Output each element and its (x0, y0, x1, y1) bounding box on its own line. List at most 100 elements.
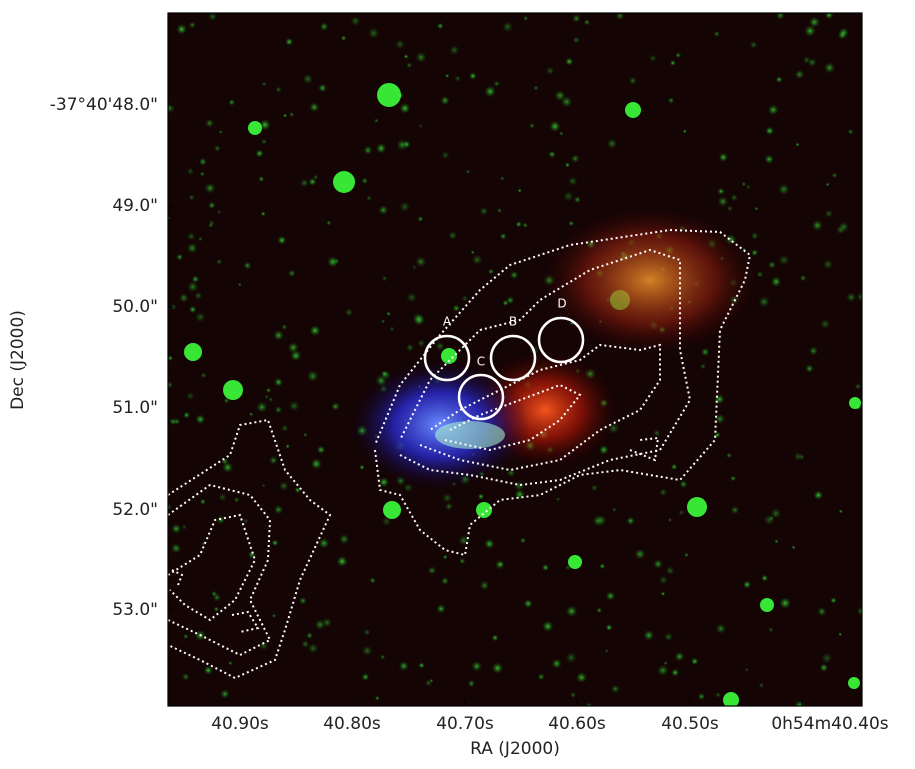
star (846, 292, 857, 303)
star (300, 178, 309, 188)
y-tick-label: 50.0" (112, 297, 158, 317)
star (340, 35, 347, 42)
star (610, 684, 620, 694)
star (381, 516, 392, 527)
star (802, 55, 811, 64)
star (444, 73, 450, 79)
star (412, 264, 417, 270)
star (208, 201, 216, 210)
star (663, 661, 668, 666)
star (173, 417, 181, 426)
star (714, 413, 726, 425)
star (176, 23, 188, 35)
star (767, 260, 777, 270)
star (568, 555, 582, 569)
star (493, 80, 501, 88)
star (452, 304, 461, 313)
star (198, 157, 207, 166)
star (363, 145, 373, 155)
star (261, 138, 267, 145)
star (585, 702, 593, 706)
star (856, 606, 862, 616)
star (186, 242, 198, 254)
star (248, 121, 262, 135)
star (471, 660, 483, 672)
star (281, 424, 289, 433)
star (301, 640, 310, 649)
star (402, 140, 411, 149)
star (816, 606, 827, 617)
star (741, 181, 747, 187)
star (565, 651, 577, 664)
star (199, 498, 206, 505)
star (615, 13, 625, 21)
star (287, 269, 296, 278)
star (378, 205, 389, 215)
star (628, 76, 638, 86)
star (406, 291, 418, 304)
star (168, 503, 173, 512)
star (465, 169, 471, 175)
star (195, 414, 206, 425)
star (571, 14, 581, 23)
star (294, 487, 301, 494)
star (674, 651, 685, 662)
star (261, 483, 266, 488)
star (565, 564, 571, 571)
star (824, 209, 834, 218)
y-tick-label: -37°40'48.0" (50, 95, 158, 115)
star (319, 22, 329, 32)
star (606, 138, 618, 150)
star (537, 673, 545, 681)
y-tick-label: 52.0" (112, 500, 158, 520)
star (605, 623, 613, 632)
star (626, 516, 635, 526)
star (316, 445, 326, 455)
star (415, 51, 427, 63)
star (779, 597, 792, 610)
star (717, 196, 729, 207)
star (213, 145, 221, 152)
star (726, 205, 734, 212)
star (302, 432, 308, 438)
star (237, 282, 242, 287)
star (383, 501, 401, 519)
star (204, 118, 215, 128)
star (592, 515, 604, 527)
star (808, 346, 819, 356)
star (440, 150, 450, 160)
star (849, 397, 861, 409)
star (394, 39, 405, 50)
star (502, 299, 509, 307)
star (718, 152, 729, 163)
star (179, 293, 189, 303)
star (216, 209, 222, 215)
aperture-label: B (509, 315, 517, 329)
star (570, 692, 576, 698)
star (723, 692, 739, 706)
star (458, 535, 470, 546)
star (687, 497, 707, 517)
star (509, 270, 519, 280)
star (565, 605, 578, 618)
star (713, 30, 720, 37)
star (273, 377, 284, 387)
star (468, 72, 477, 80)
star (551, 658, 562, 669)
star (761, 574, 769, 582)
star (168, 215, 171, 221)
star (856, 291, 862, 302)
star (653, 429, 661, 437)
star (744, 667, 750, 673)
star (228, 661, 233, 666)
star (302, 73, 314, 85)
star (233, 496, 240, 503)
star (194, 311, 206, 323)
star (223, 397, 230, 404)
star (604, 648, 609, 654)
star (200, 372, 207, 379)
star (799, 274, 807, 282)
star (413, 314, 426, 326)
star (310, 458, 323, 470)
star (271, 539, 279, 547)
